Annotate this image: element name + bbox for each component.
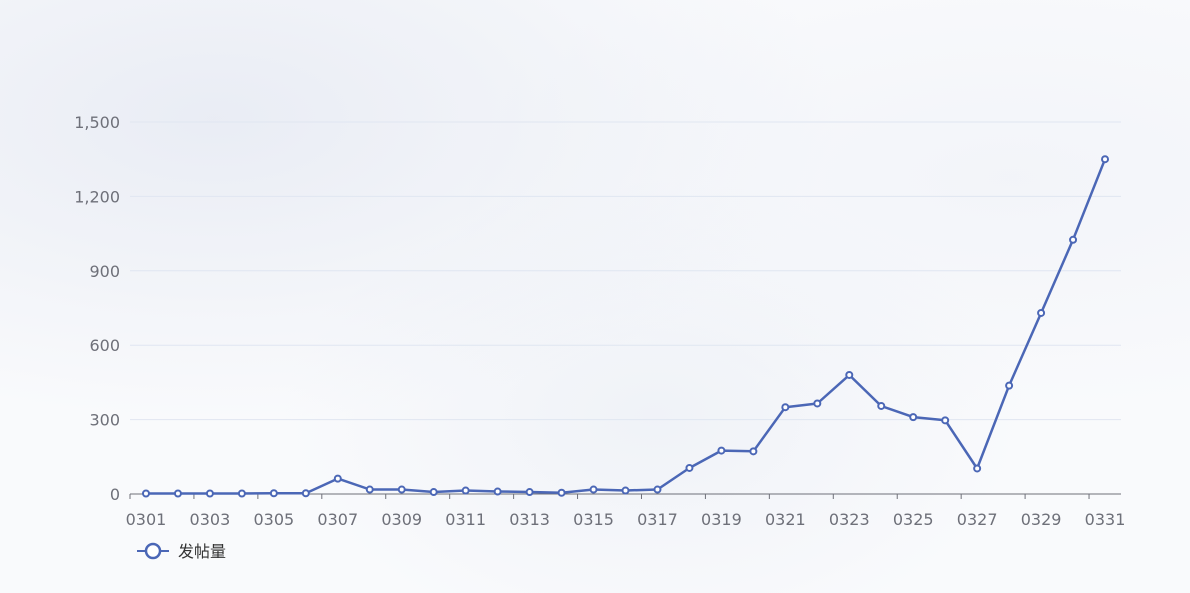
data-point[interactable]	[269, 489, 278, 498]
y-tick-label: 600	[89, 336, 120, 355]
x-tick-label: 0317	[637, 510, 678, 529]
data-point[interactable]	[1069, 235, 1078, 244]
legend-label: 发帖量	[178, 542, 226, 561]
data-point[interactable]	[845, 370, 854, 379]
x-tick-label: 0311	[445, 510, 486, 529]
data-point[interactable]	[237, 489, 246, 498]
legend[interactable]: 发帖量	[137, 542, 226, 561]
data-point[interactable]	[973, 464, 982, 473]
data-point[interactable]	[621, 486, 630, 495]
data-point[interactable]	[141, 489, 150, 498]
series-line	[144, 157, 1107, 495]
data-point[interactable]	[557, 488, 566, 497]
data-point[interactable]	[525, 488, 534, 497]
x-tick-label: 0309	[381, 510, 422, 529]
data-point[interactable]	[205, 489, 214, 498]
data-point[interactable]	[461, 486, 470, 495]
legend-circle-icon	[144, 542, 162, 560]
x-tick-label: 0303	[190, 510, 231, 529]
x-axis: 0301 0303 0305 0307 0309 0311 0313 0315 0317 0319…	[126, 493, 1126, 529]
y-tick-label: 1,200	[74, 187, 120, 206]
x-tick-label: 0331	[1085, 510, 1126, 529]
data-point[interactable]	[909, 413, 918, 422]
x-tick-label: 0329	[1021, 510, 1062, 529]
x-tick-label: 0319	[701, 510, 742, 529]
x-tick-label: 0301	[126, 510, 167, 529]
y-tick-label: 1,500	[74, 113, 120, 132]
data-point[interactable]	[781, 403, 790, 412]
x-tick-label: 0325	[893, 510, 934, 529]
data-point[interactable]	[653, 485, 662, 494]
data-point[interactable]	[589, 485, 598, 494]
data-point[interactable]	[717, 446, 726, 455]
data-point[interactable]	[813, 399, 822, 408]
data-point[interactable]	[1005, 381, 1014, 390]
data-point[interactable]	[685, 463, 694, 472]
data-point[interactable]	[877, 401, 886, 410]
y-axis: 0 300 600 900 1,200 1,500	[74, 113, 120, 504]
data-point[interactable]	[397, 485, 406, 494]
data-point[interactable]	[173, 489, 182, 498]
y-tick-label: 900	[89, 262, 120, 281]
data-point[interactable]	[301, 489, 310, 498]
data-point[interactable]	[429, 488, 438, 497]
x-tick-label: 0313	[509, 510, 550, 529]
y-tick-label: 0	[110, 485, 120, 504]
y-tick-label: 300	[89, 411, 120, 430]
data-point[interactable]	[333, 474, 342, 483]
data-point[interactable]	[941, 416, 950, 425]
x-tick-label: 0321	[765, 510, 806, 529]
data-point[interactable]	[365, 485, 374, 494]
series-line-layer	[141, 155, 1110, 498]
x-tick-label: 0305	[253, 510, 294, 529]
x-tick-label: 0323	[829, 510, 870, 529]
x-tick-label: 0307	[317, 510, 358, 529]
data-point[interactable]	[493, 487, 502, 496]
grid-lines	[130, 121, 1121, 421]
x-tick-label: 0327	[957, 510, 998, 529]
data-point[interactable]	[1101, 155, 1110, 164]
x-tick-label: 0315	[573, 510, 614, 529]
data-point[interactable]	[749, 447, 758, 456]
data-point[interactable]	[1037, 308, 1046, 317]
